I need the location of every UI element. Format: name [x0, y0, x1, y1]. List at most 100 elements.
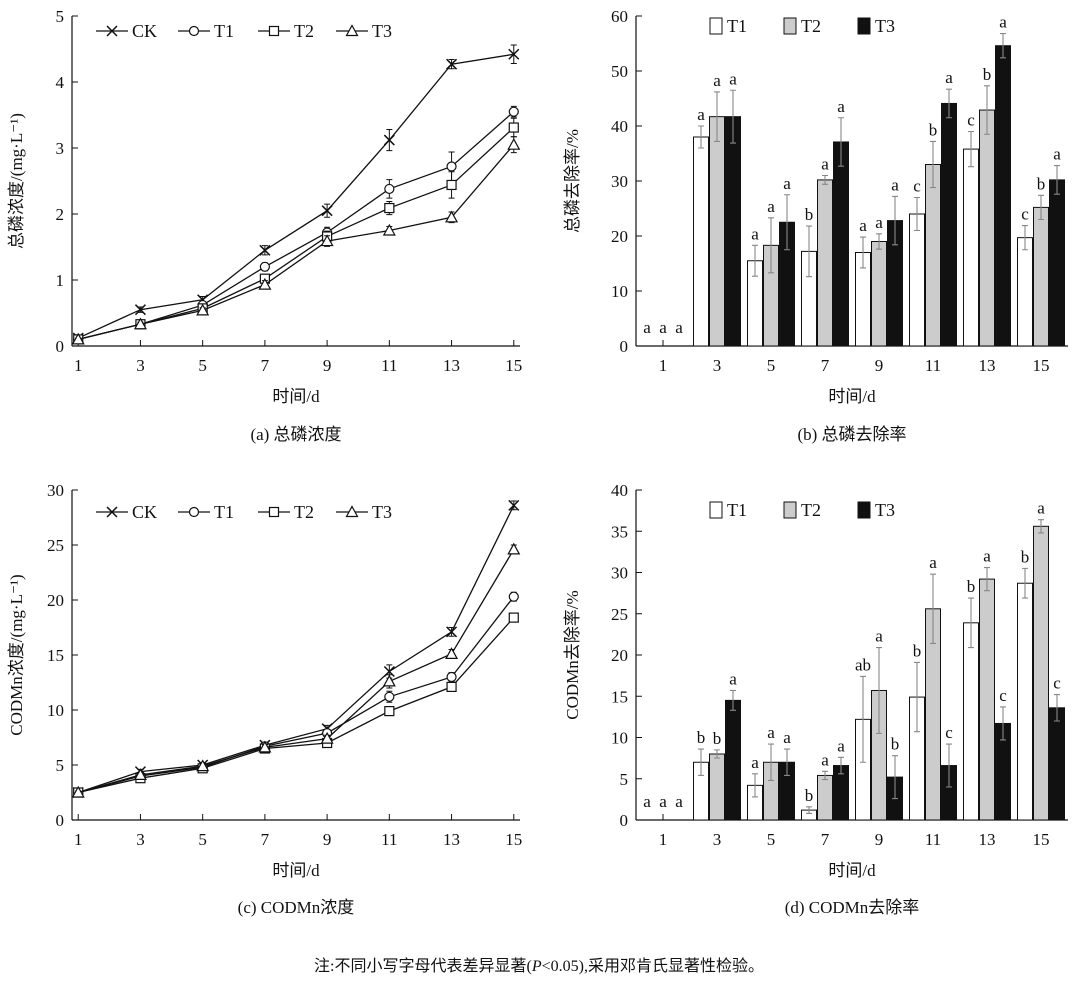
significance-letter: a: [821, 750, 829, 769]
legend-label: T3: [372, 502, 392, 522]
bar: [909, 213, 925, 347]
series-t3: [71, 136, 521, 345]
x-tick-label: 13: [443, 830, 460, 849]
data-point: [133, 317, 147, 330]
error-bar: [1022, 567, 1028, 599]
legend-marker-t1: [188, 25, 200, 37]
significance-letter: a: [751, 753, 759, 772]
x-tick-label: 7: [261, 830, 270, 849]
data-point: [508, 122, 519, 133]
significance-letter: b: [713, 729, 722, 748]
bar: [709, 753, 725, 821]
error-bar: [838, 117, 844, 167]
legend-label: T2: [294, 21, 314, 41]
y-tick-label: 0: [620, 337, 629, 356]
data-point: [320, 234, 334, 247]
error-bar: [806, 225, 812, 278]
significance-letter: a: [783, 174, 791, 193]
bar: [817, 179, 833, 347]
y-tick-label: 15: [47, 646, 64, 665]
bar: [1033, 525, 1049, 821]
data-point: [133, 768, 147, 780]
y-tick-label: 40: [611, 481, 628, 500]
error-bar: [1000, 706, 1006, 741]
legend-label: T1: [727, 16, 747, 36]
data-point: [383, 134, 395, 146]
error-bar: [784, 748, 790, 776]
error-bar: [984, 85, 990, 135]
data-point: [446, 626, 458, 638]
error-bar: [1054, 694, 1060, 722]
y-tick-label: 0: [620, 811, 629, 830]
x-tick-label: 1: [659, 356, 668, 375]
legend-label: T3: [875, 500, 895, 520]
data-point: [508, 499, 520, 511]
legend-swatch-t3: [857, 17, 871, 35]
x-tick-label: 15: [1033, 356, 1050, 375]
data-point: [196, 303, 210, 316]
significance-letter: ab: [855, 655, 871, 674]
bar: [693, 136, 709, 347]
y-tick-label: 30: [611, 564, 628, 583]
significance-letter: a: [999, 13, 1007, 32]
error-bar: [768, 743, 774, 781]
series-line-ck: [77, 53, 514, 339]
significance-letter: a: [1053, 145, 1061, 164]
significance-letter: a: [875, 627, 883, 646]
data-point: [383, 665, 395, 678]
x-tick-label: 3: [713, 830, 722, 849]
bar: [963, 622, 979, 821]
x-tick-label: 3: [713, 356, 722, 375]
data-point: [382, 223, 396, 236]
bar: [871, 241, 887, 347]
series-line-t1: [78, 596, 515, 794]
panel-caption: (c) CODMn浓度: [238, 898, 355, 917]
data-point: [384, 183, 395, 195]
significance-letter: b: [929, 120, 938, 139]
error-bar: [806, 806, 812, 814]
series-ck: [72, 44, 520, 344]
data-point: [446, 671, 457, 683]
data-point: [384, 202, 395, 214]
series-line-t2: [78, 617, 515, 794]
y-tick-label: 2: [56, 205, 65, 224]
panel-caption: (a) 总磷浓度: [250, 425, 341, 444]
significance-letter: a: [837, 97, 845, 116]
data-point: [508, 106, 519, 117]
significance-letter: a: [859, 216, 867, 235]
legend-marker-ck: [106, 25, 118, 37]
y-tick-label: 10: [611, 282, 628, 301]
significance-letter: a: [983, 547, 991, 566]
legend-marker-t3: [345, 24, 359, 37]
significance-letter: c: [999, 686, 1007, 705]
error-bar: [946, 88, 952, 119]
error-bar: [698, 125, 704, 149]
footnote-prefix: 注:不同小写字母代表差异显著(: [314, 958, 532, 975]
significance-letter: a: [675, 792, 683, 811]
error-bar: [752, 244, 758, 277]
series-line-ck: [78, 505, 515, 794]
significance-letter: a: [697, 105, 705, 124]
y-tick-label: 3: [56, 139, 65, 158]
error-bar: [930, 573, 936, 644]
footnote-threshold: <0.05): [541, 958, 584, 975]
significance-letter: b: [805, 205, 814, 224]
data-point: [71, 332, 85, 345]
significance-letter: a: [875, 213, 883, 232]
legend-label: T2: [294, 502, 314, 522]
footnote-p-symbol: P: [531, 958, 542, 975]
legend-marker-t2: [268, 506, 280, 518]
panel-caption: (d) CODMn去除率: [785, 898, 920, 917]
significance-letter: a: [767, 723, 775, 742]
y-tick-label: 5: [56, 7, 65, 26]
x-axis-title: 时间/d: [828, 387, 876, 406]
error-bar: [860, 236, 866, 269]
y-tick-label: 40: [611, 117, 628, 136]
x-tick-label: 11: [381, 830, 397, 849]
bar: [817, 774, 833, 821]
bar: [1033, 206, 1049, 347]
x-tick-label: 15: [1033, 830, 1050, 849]
